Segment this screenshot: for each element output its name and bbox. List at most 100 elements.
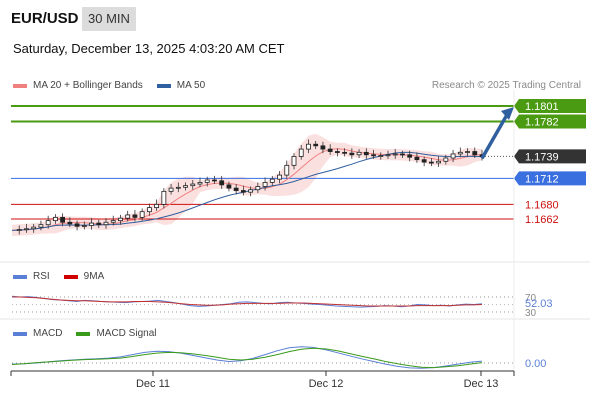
candle-body — [139, 211, 145, 218]
rsi-current-value: 52.03 — [525, 298, 553, 310]
candle-body — [45, 220, 51, 226]
candle-body — [443, 157, 449, 162]
rsi-9ma-line — [12, 296, 483, 307]
candle-body — [298, 148, 304, 157]
macd-line — [11, 346, 483, 369]
candle-body — [472, 151, 478, 156]
price-label-support: 1.1680 — [525, 199, 559, 211]
macd-current-value: 0.00 — [525, 358, 546, 370]
price-label-text: 1.1712 — [525, 173, 559, 185]
candle-body — [385, 154, 391, 157]
candle-body — [132, 214, 138, 218]
price-label-text: 1.1739 — [525, 151, 559, 163]
candle-body — [38, 224, 44, 228]
candle-body — [363, 151, 369, 156]
legend-swatch-ma50 — [156, 83, 171, 88]
candle-body — [400, 153, 405, 156]
candle-body — [103, 221, 109, 226]
candle-body — [24, 228, 29, 231]
candle-body — [342, 151, 348, 154]
chart-header: EUR/USD 30 MIN — [0, 0, 590, 36]
candle-body — [168, 187, 174, 192]
candles — [16, 139, 485, 235]
candle-body — [414, 156, 420, 161]
projection-arrow-head — [501, 107, 514, 120]
legend-swatch-9ma — [63, 274, 78, 279]
candle-body — [125, 214, 131, 219]
price-label-box — [514, 171, 586, 186]
candle-body — [284, 164, 290, 176]
price-label-text: 1.1801 — [525, 101, 559, 113]
macd-legend: MACD MACD Signal — [13, 328, 170, 339]
candle-body — [349, 152, 355, 156]
candle-body — [16, 229, 22, 231]
legend-label-macd: MACD — [33, 328, 63, 339]
legend-swatch-macd — [13, 331, 27, 336]
candle-body — [31, 226, 37, 230]
candle-body — [269, 178, 275, 183]
candle-body — [327, 148, 333, 152]
price-label-text: 1.1662 — [525, 214, 559, 226]
candle-body — [240, 190, 246, 193]
candle-body — [226, 184, 232, 189]
candle-body — [277, 174, 282, 180]
candle-body — [161, 190, 167, 205]
candle-body — [313, 143, 319, 147]
legend-swatch-ma20 — [13, 83, 27, 88]
price-label-target: 1.1801 — [514, 99, 586, 113]
price-label-pivot: 1.1712 — [514, 171, 586, 186]
candle-body — [428, 161, 434, 164]
x-tick-label: Dec 13 — [464, 378, 499, 390]
candle-body — [212, 179, 217, 182]
candle-body — [248, 189, 254, 193]
x-tick-label: Dec 11 — [136, 378, 170, 390]
legend-label-ma20: MA 20 + Bollinger Bands — [33, 80, 143, 91]
legend-rsi: RSI — [13, 271, 50, 282]
legend-ma20-bb: MA 20 + Bollinger Bands — [13, 80, 143, 91]
price-label-text: 1.1680 — [525, 199, 559, 211]
candle-body — [407, 154, 413, 158]
legend-macd-signal: MACD Signal — [76, 328, 156, 339]
candle-body — [392, 153, 398, 156]
datetime-label: Saturday, December 13, 2025 4:03:20 AM C… — [13, 41, 285, 56]
candle-body — [183, 185, 188, 188]
candle-body — [457, 151, 463, 155]
candle-body — [89, 222, 94, 226]
legend-swatch-rsi — [13, 274, 27, 279]
price-label-current: 1.1739 — [514, 149, 586, 164]
price-label-box — [514, 99, 586, 113]
candle-body — [204, 179, 210, 183]
price-label-target: 1.1782 — [514, 114, 586, 129]
projection-arrow-shaft — [480, 112, 510, 160]
bollinger-band — [12, 133, 482, 237]
candle-body — [81, 225, 87, 227]
legend-label-9ma: 9MA — [83, 271, 105, 282]
candle-body — [190, 183, 196, 187]
price-label-support: 1.1662 — [525, 214, 559, 226]
candle-body — [52, 216, 58, 222]
candle-body — [175, 186, 181, 189]
price-label-text: 1.1782 — [525, 116, 559, 128]
legend-macd: MACD — [13, 328, 62, 339]
rsi-level-label: 70 — [525, 293, 537, 304]
candle-body — [262, 182, 268, 187]
price-label-box — [514, 149, 586, 164]
candle-body — [96, 222, 102, 226]
rsi-level-label: 30 — [525, 308, 537, 319]
candle-body — [306, 143, 311, 150]
legend-label-macd-signal: MACD Signal — [96, 328, 157, 339]
x-tick-label: Dec 12 — [309, 378, 344, 390]
timeframe-badge[interactable]: 30 MIN — [82, 7, 136, 31]
legend-swatch-macd-signal — [76, 331, 91, 336]
candle-body — [197, 182, 203, 185]
rsi-legend: RSI 9MA — [13, 271, 118, 282]
candle-body — [67, 221, 73, 225]
candle-body — [154, 203, 160, 209]
candle-body — [291, 156, 297, 166]
candle-body — [421, 159, 427, 163]
candle-body — [436, 160, 442, 164]
candle-body — [146, 207, 152, 213]
candle-body — [371, 154, 376, 157]
legend-label-ma50: MA 50 — [176, 80, 206, 91]
